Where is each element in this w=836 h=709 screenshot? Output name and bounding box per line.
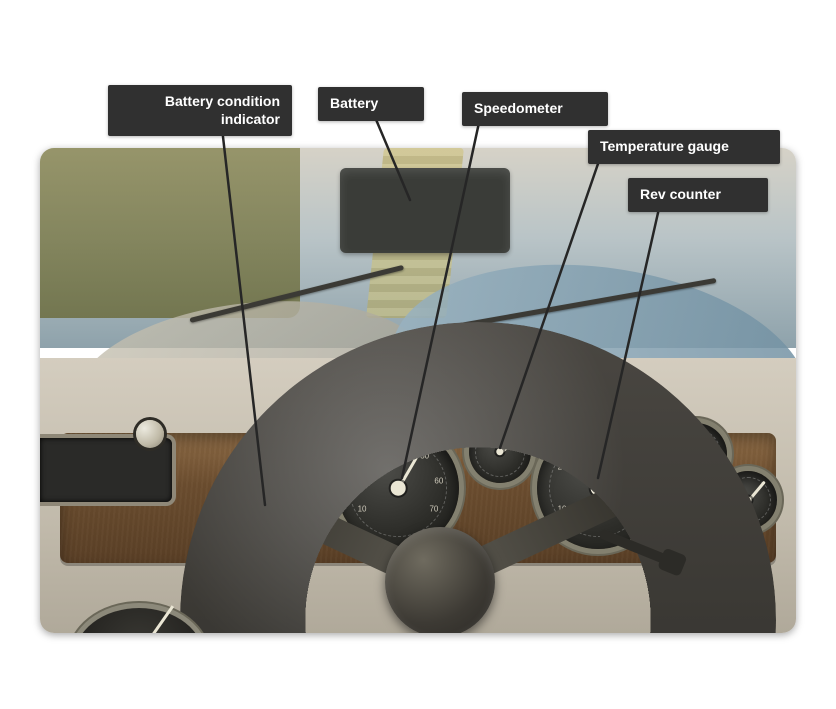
diagram-stage: 102030405060701020304050 Battery conditi… xyxy=(0,0,836,709)
radio-knob xyxy=(136,420,164,448)
engine-bay xyxy=(40,148,300,318)
label-temp: Temperature gauge xyxy=(588,130,780,164)
label-battery: Battery xyxy=(318,87,424,121)
label-bci: Battery condition indicator xyxy=(108,85,292,136)
dashboard-illustration: 102030405060701020304050 xyxy=(40,148,796,633)
label-rev: Rev counter xyxy=(628,178,768,212)
label-speedo: Speedometer xyxy=(462,92,608,126)
battery-box xyxy=(340,168,510,253)
